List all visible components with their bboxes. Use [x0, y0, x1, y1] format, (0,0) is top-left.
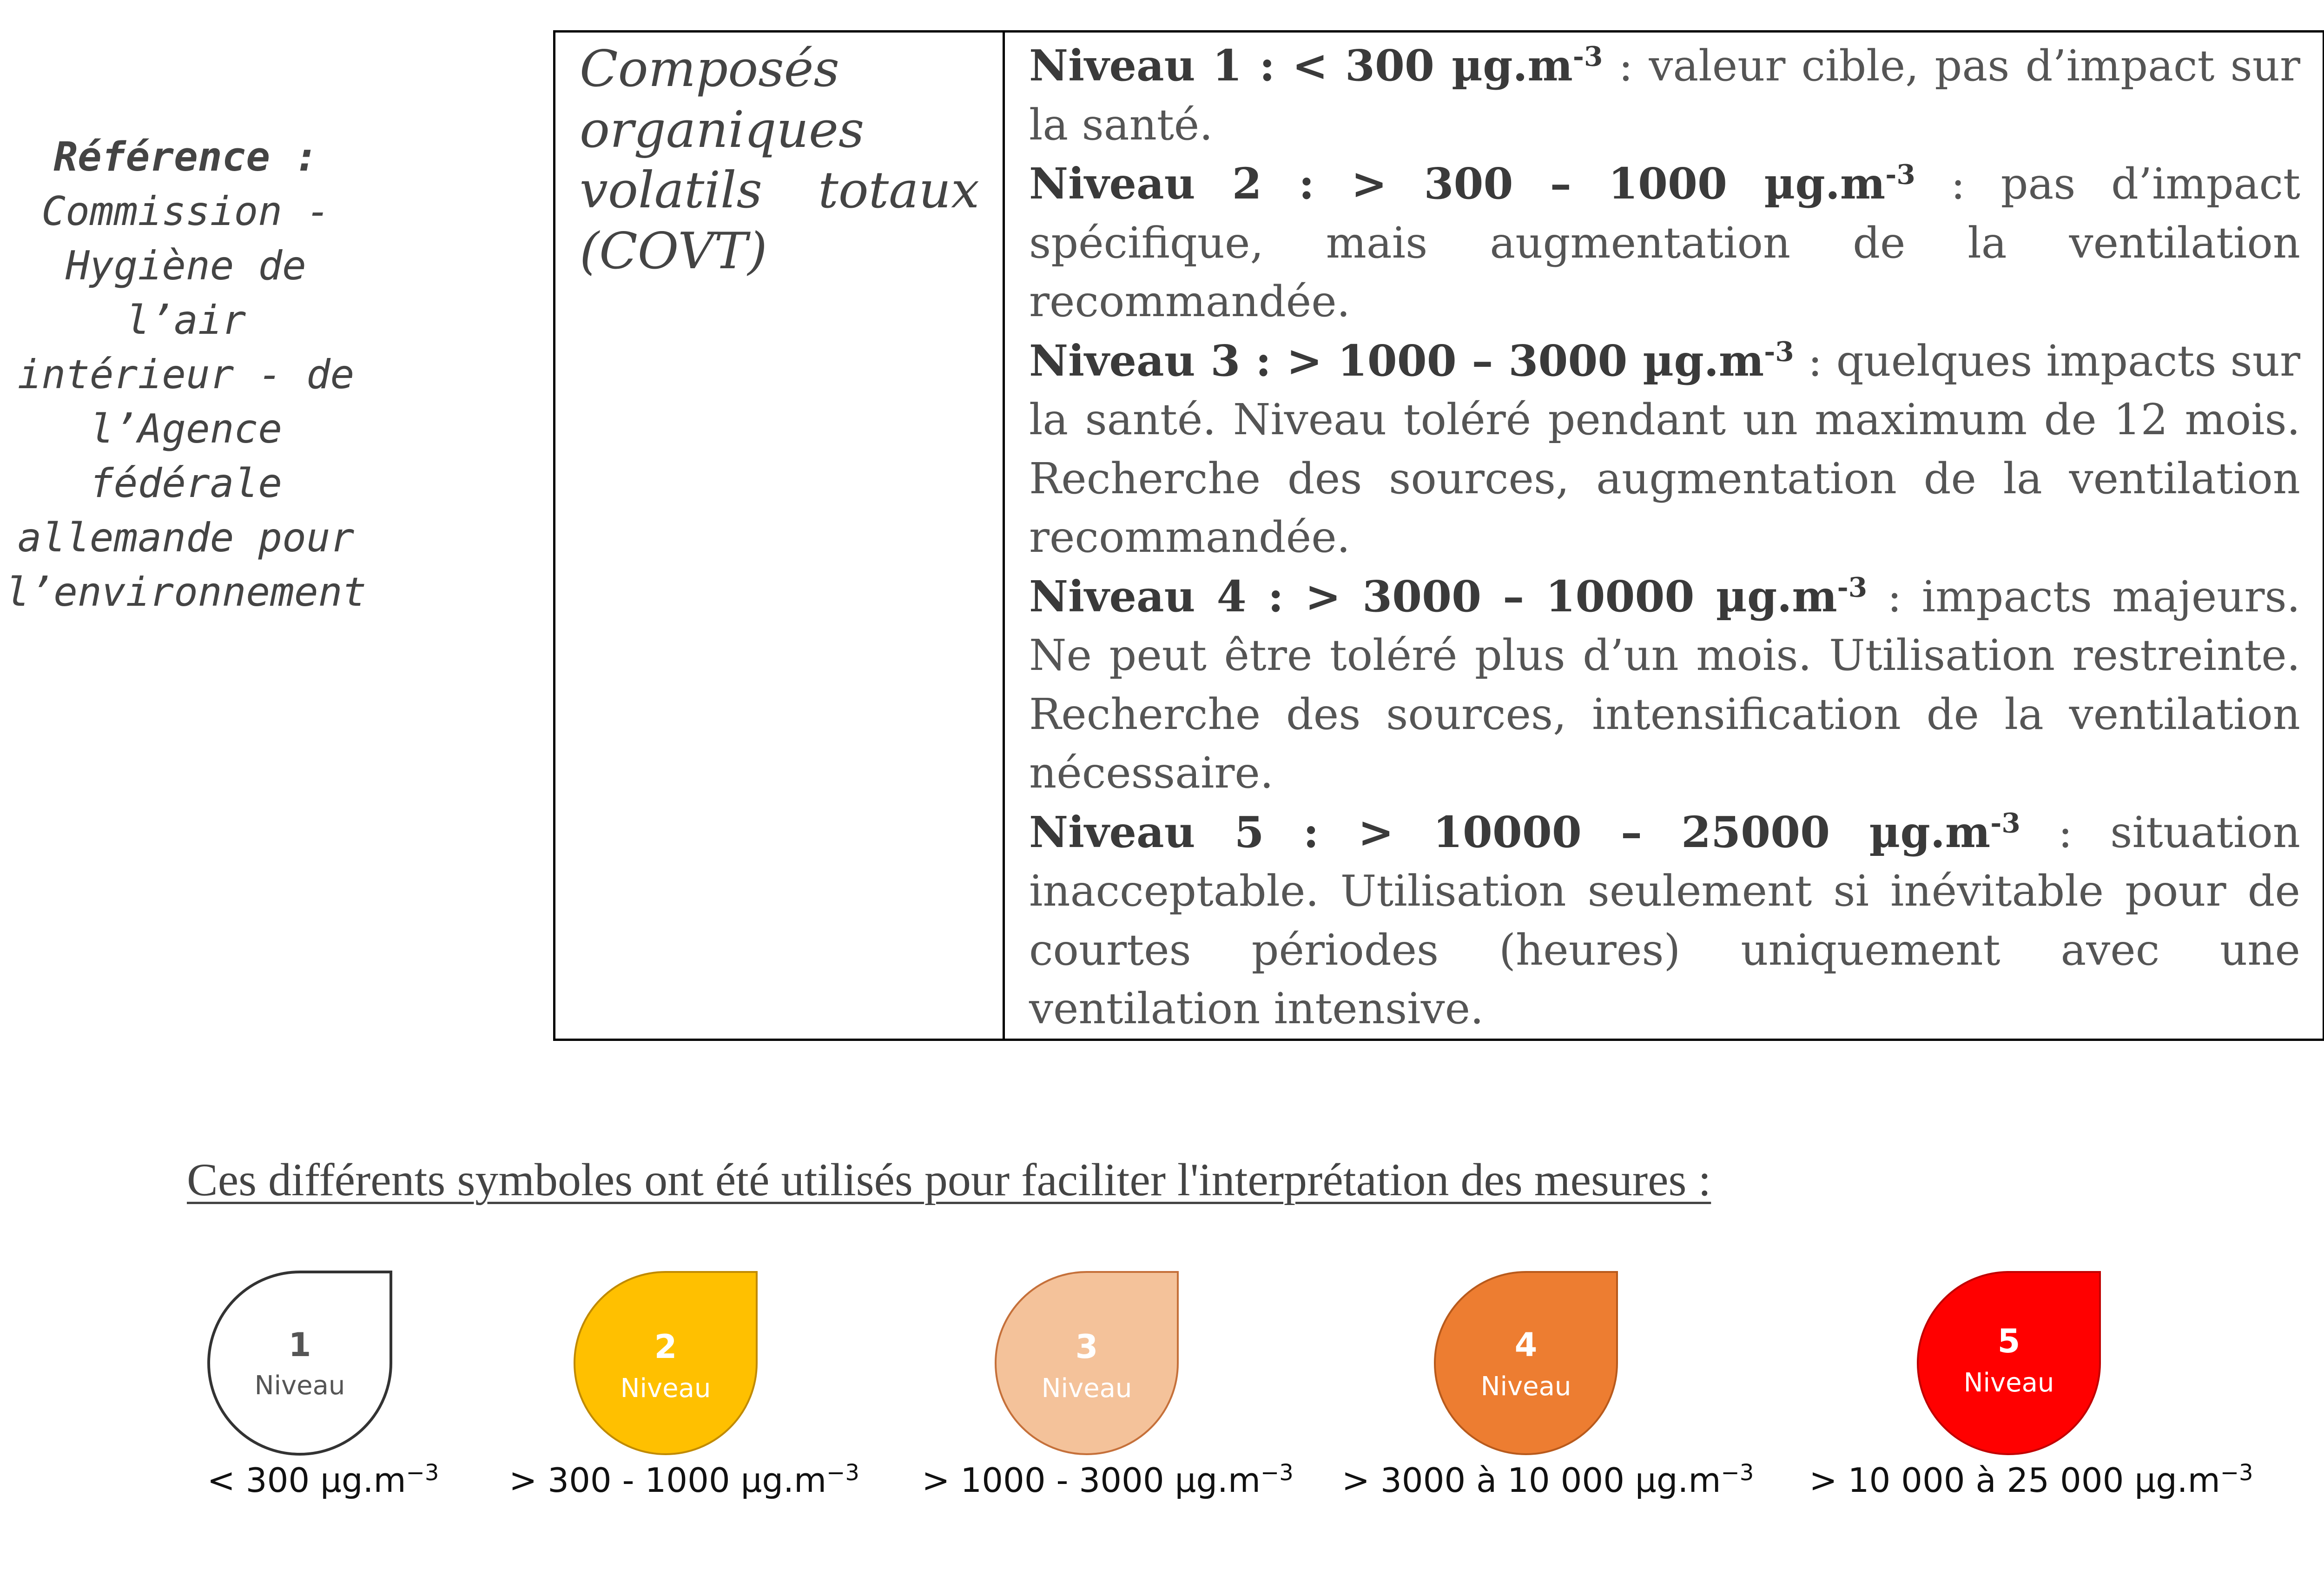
level-label: Niveau 4 : > 3000 – 10000 µg.m [1029, 571, 1837, 622]
reference-line: intérieur - de [17, 351, 355, 398]
level-2-paragraph: Niveau 2 : > 300 – 1000 µg.m-3 : pas d’i… [1029, 154, 2300, 331]
level-word: Niveau [1041, 1373, 1132, 1404]
level-exponent: -3 [1764, 335, 1794, 367]
pollutant-word: totaux [818, 161, 979, 220]
level-number: 5 [1997, 1322, 2020, 1360]
range-text: > 1000 - 3000 µg.m [922, 1461, 1261, 1500]
level-5-paragraph: Niveau 5 : > 10000 – 25000 µg.m-3 : situ… [1029, 803, 2300, 1039]
reference-block: Référence : Commission - Hygiène de l’ai… [0, 130, 372, 620]
level-text: : valeur cible, pas d’impact sur la sant… [1029, 41, 2301, 150]
pollutant-line: (COVT) [580, 221, 979, 282]
level-1-symbol: 1 Niveau [207, 1270, 393, 1456]
level-3-symbol: 3 Niveau [994, 1270, 1180, 1456]
levels-table: Composés organiques volatils totaux (COVT… [553, 30, 2324, 1041]
range-exponent: −3 [406, 1460, 439, 1486]
range-text: < 300 µg.m [207, 1461, 406, 1500]
level-label: Niveau 3 : > 1000 – 3000 µg.m [1029, 335, 1764, 386]
level-4-range: > 3000 à 10 000 µg.m−3 [1315, 1460, 1780, 1500]
level-text: : situation inacceptable. Utilisation se… [1029, 807, 2300, 1034]
reference-line: l’Agence fédérale [89, 405, 283, 507]
level-text: : quelques impacts sur la santé. Niveau … [1029, 336, 2300, 563]
level-number: 3 [1075, 1328, 1098, 1366]
level-4-drop-icon [1434, 1271, 1618, 1455]
range-exponent: −3 [1261, 1460, 1294, 1486]
level-3-drop-icon [995, 1271, 1179, 1455]
legend-caption: Ces différents symboles ont été utilisés… [187, 1154, 1711, 1205]
pollutant-word: (COVT) [580, 222, 767, 281]
level-exponent: -3 [1572, 40, 1603, 73]
level-word: Niveau [1963, 1368, 2054, 1398]
range-text: > 10 000 à 25 000 µg.m [1809, 1461, 2220, 1500]
pollutant-line: organiques [580, 100, 979, 161]
level-number: 4 [1514, 1326, 1538, 1364]
range-exponent: −3 [1721, 1460, 1754, 1486]
pollutant-cell: Composés organiques volatils totaux (COVT… [553, 30, 1005, 1041]
range-exponent: −3 [826, 1460, 859, 1486]
level-3-paragraph: Niveau 3 : > 1000 – 3000 µg.m-3 : quelqu… [1029, 331, 2300, 567]
level-5-symbol: 5 Niveau [1916, 1270, 2102, 1456]
level-number: 2 [654, 1328, 677, 1366]
level-number: 1 [288, 1326, 311, 1364]
level-2-symbol: 2 Niveau [573, 1270, 759, 1456]
pollutant-line: Composés [580, 39, 979, 100]
level-label: Niveau 1 : < 300 µg.m [1029, 40, 1573, 91]
level-word: Niveau [254, 1371, 345, 1401]
level-exponent: -3 [1837, 571, 1868, 603]
reference-line: Hygiène de l’air [66, 242, 306, 344]
level-label: Niveau 2 : > 300 – 1000 µg.m [1029, 159, 1886, 209]
level-word: Niveau [1480, 1371, 1571, 1402]
level-text: : pas d’impact spécifique, mais augmenta… [1029, 159, 2300, 326]
reference-line: l’environnement [5, 569, 367, 616]
reference-title: Référence : [53, 134, 318, 180]
range-text: > 300 - 1000 µg.m [509, 1461, 827, 1500]
levels-cell: Niveau 1 : < 300 µg.m-3 : valeur cible, … [1003, 30, 2324, 1041]
range-text: > 3000 à 10 000 µg.m [1341, 1461, 1721, 1500]
pollutant-line: volatils totaux [580, 160, 979, 221]
level-1-paragraph: Niveau 1 : < 300 µg.m-3 : valeur cible, … [1029, 36, 2300, 154]
reference-line: Commission - [41, 188, 330, 235]
table-row: Composés organiques volatils totaux (COVT… [553, 30, 2324, 1041]
range-exponent: −3 [2220, 1460, 2253, 1486]
pollutant-word: volatils [580, 161, 762, 220]
level-1-drop-icon [207, 1271, 392, 1456]
level-4-symbol: 4 Niveau [1433, 1270, 1619, 1456]
level-word: Niveau [620, 1373, 711, 1404]
level-exponent: -3 [1885, 159, 1915, 191]
level-text: : impacts majeurs. Ne peut être toléré p… [1029, 571, 2300, 798]
level-2-range: > 300 - 1000 µg.m−3 [452, 1460, 917, 1500]
pollutant-word: Composés [580, 40, 839, 98]
level-3-range: > 1000 - 3000 µg.m−3 [875, 1460, 1340, 1500]
level-5-drop-icon [1917, 1271, 2101, 1455]
level-2-drop-icon [574, 1271, 758, 1455]
level-1-range: < 300 µg.m−3 [91, 1460, 555, 1500]
level-4-paragraph: Niveau 4 : > 3000 – 10000 µg.m-3 : impac… [1029, 567, 2300, 803]
reference-line: allemande pour [17, 514, 355, 561]
level-5-range: > 10 000 à 25 000 µg.m−3 [1799, 1460, 2264, 1500]
pollutant-word: organiques [580, 100, 865, 159]
level-label: Niveau 5 : > 10000 – 25000 µg.m [1029, 807, 1991, 857]
level-exponent: -3 [1990, 807, 2020, 839]
